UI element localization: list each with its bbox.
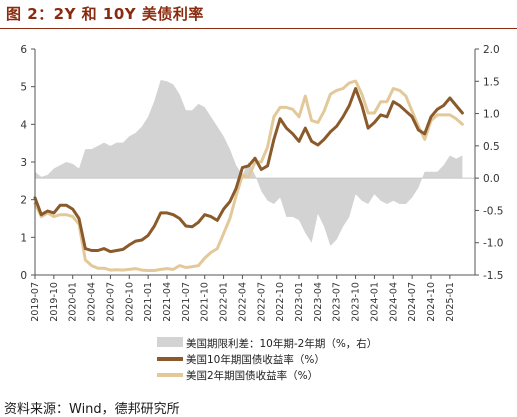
y-left-tick-label: 1 [20, 232, 27, 244]
x-tick-label: 2021-01 [143, 282, 154, 322]
x-tick-label: 2021-07 [181, 282, 192, 322]
legend-swatch-spread [157, 337, 183, 347]
x-tick-label: 2020-07 [105, 282, 116, 322]
legend-label: 美国10年期国债收益率（%） [186, 353, 325, 366]
legend-label: 美国2年期国债收益率（%） [186, 369, 318, 382]
x-tick-label: 2024-01 [369, 282, 380, 322]
legend-label: 美国期限利差：10年期-2年期（%，右） [186, 337, 377, 350]
x-tick-label: 2019-10 [49, 282, 60, 322]
x-tick-label: 2022-04 [237, 282, 248, 322]
y-left-tick-label: 2 [20, 195, 27, 207]
x-tick-label: 2025-01 [445, 282, 456, 322]
y-left-tick-label: 6 [20, 44, 27, 56]
y-right-tick-label: 2.0 [483, 44, 500, 56]
x-tick-label: 2023-10 [351, 282, 362, 322]
x-tick-label: 2022-07 [256, 282, 267, 322]
x-tick-label: 2024-04 [388, 282, 399, 322]
x-tick-label: 2023-07 [332, 282, 343, 322]
y-right-tick-label: -1.0 [483, 238, 504, 250]
ten-year-yield-line [33, 87, 464, 254]
spread-area [35, 80, 463, 246]
x-tick-label: 2022-01 [219, 282, 230, 322]
y-right-tick-label: -0.5 [483, 205, 504, 217]
y-left-tick-label: 3 [20, 157, 27, 169]
x-tick-label: 2020-10 [124, 282, 135, 322]
y-right-tick-label: 0.5 [483, 141, 500, 153]
x-tick-label: 2023-01 [294, 282, 305, 322]
y-right-tick-label: 1.5 [483, 76, 500, 88]
x-tick-label: 2020-01 [68, 282, 79, 322]
two-year-yield-line [33, 79, 464, 272]
y-left-tick-label: 4 [20, 119, 27, 131]
x-tick-label: 2024-07 [407, 282, 418, 322]
y-left-tick-label: 0 [20, 270, 27, 282]
x-tick-label: 2023-04 [313, 282, 324, 322]
x-tick-label: 2022-10 [275, 282, 286, 322]
title-rule [0, 28, 517, 29]
x-tick-label: 2021-04 [162, 282, 173, 322]
x-tick-label: 2021-10 [200, 282, 211, 322]
source-note: 资料来源：Wind，德邦研究所 [4, 402, 180, 417]
x-tick-label: 2020-04 [87, 282, 98, 322]
y-right-tick-label: -1.5 [483, 270, 504, 282]
x-tick-label: 2024-10 [426, 282, 437, 322]
y-left-tick-label: 5 [20, 82, 27, 94]
y-right-tick-label: 1.0 [483, 109, 500, 121]
x-tick-label: 2019-07 [30, 282, 41, 322]
page-title: 图 2：2Y 和 10Y 美债利率 [6, 5, 204, 23]
y-right-tick-label: 0.0 [483, 173, 500, 185]
